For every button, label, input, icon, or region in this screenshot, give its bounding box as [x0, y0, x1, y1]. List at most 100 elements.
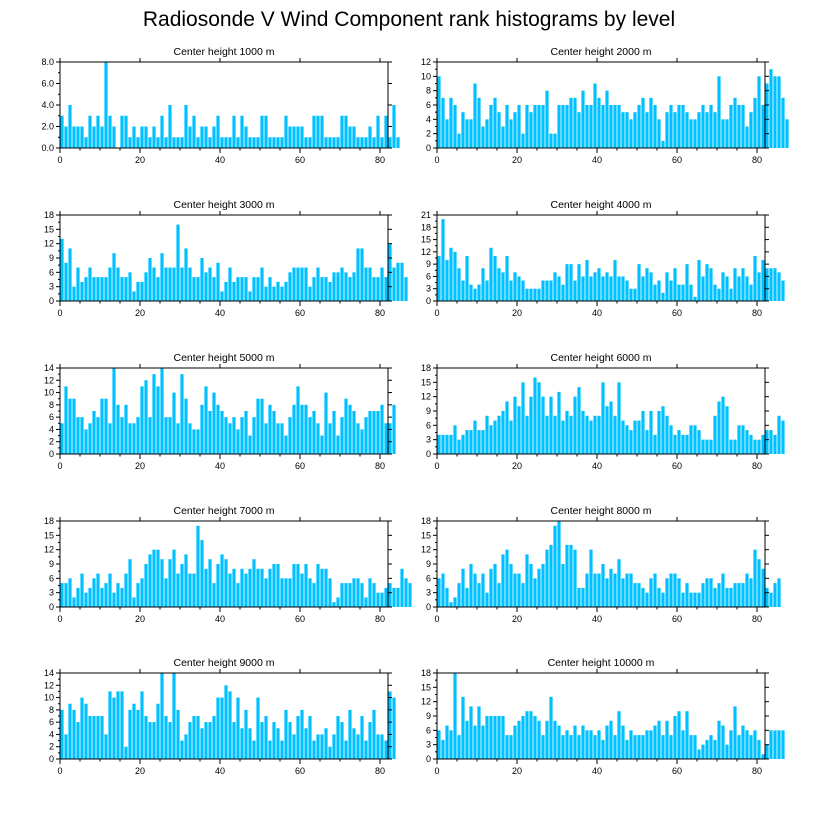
xtick-label-10000m-4: 80: [752, 766, 762, 776]
bar-6000m-74: [733, 439, 737, 454]
bar-10000m-42: [605, 725, 609, 759]
bar-9000m-74: [356, 734, 360, 759]
bar-3000m-70: [340, 267, 344, 301]
bar-7000m-8: [92, 578, 96, 607]
bar-1000m-36: [204, 126, 208, 148]
bar-2000m-4: [453, 105, 457, 148]
bar-2000m-28: [549, 133, 553, 148]
bar-2000m-64: [693, 119, 697, 148]
xtick-label-1000m-3: 60: [295, 155, 305, 165]
bar-3000m-17: [128, 272, 132, 301]
bar-4000m-49: [633, 288, 637, 301]
bar-10000m-66: [701, 744, 705, 759]
bar-2000m-21: [521, 133, 525, 148]
bar-2000m-32: [565, 105, 569, 148]
bar-2000m-16: [501, 126, 505, 148]
bar-9000m-57: [288, 722, 292, 759]
bar-2000m-82: [765, 83, 769, 148]
bar-10000m-51: [641, 735, 645, 759]
bar-3000m-42: [228, 267, 232, 301]
bar-8000m-74: [733, 583, 737, 607]
bar-7000m-77: [368, 578, 372, 607]
bar-6000m-42: [605, 406, 609, 454]
bar-1000m-81: [384, 115, 388, 148]
ytick-label-10000m-5: 15: [421, 682, 431, 692]
bar-2000m-63: [689, 119, 693, 148]
bar-10000m-44: [613, 735, 617, 759]
bar-2000m-10: [477, 97, 481, 148]
bar-8000m-20: [517, 573, 521, 607]
chart-svg-8000m: Center height 8000 m 0 3 6 9 12 15 18 0 20 40 60 80: [421, 505, 781, 624]
bar-4000m-41: [601, 276, 605, 301]
bar-2000m-74: [733, 97, 737, 148]
bar-3000m-18: [132, 291, 136, 301]
bar-3000m-62: [308, 286, 312, 301]
bar-1000m-55: [280, 137, 284, 148]
xtick-label-9000m-4: 80: [375, 766, 385, 776]
chart-main-title: Radiosonde V Wind Component rank histogr…: [142, 8, 676, 31]
bar-8000m-57: [665, 578, 669, 607]
bar-6000m-3: [449, 434, 453, 454]
bar-4000m-40: [597, 268, 601, 301]
bar-5000m-10: [100, 398, 104, 454]
bar-3000m-68: [332, 272, 336, 301]
bar-8000m-18: [509, 564, 513, 607]
bar-7000m-63: [312, 583, 316, 607]
bar-3000m-57: [288, 272, 292, 301]
bar-10000m-11: [481, 725, 485, 759]
panel-title-8000m: Center height 8000 m: [551, 505, 652, 517]
bar-8000m-41: [601, 564, 605, 607]
bar-7000m-67: [328, 578, 332, 607]
bar-8000m-6: [461, 568, 465, 607]
panel-7000m: Center height 7000 m 0 3 6 9 12 15 18 0 20 40 60 80: [44, 503, 412, 624]
bar-4000m-61: [681, 284, 685, 301]
bar-1000m-42: [228, 137, 232, 148]
bar-7000m-76: [364, 597, 368, 607]
bar-3000m-34: [196, 277, 200, 301]
bar-1000m-64: [316, 115, 320, 148]
bar-4000m-64: [693, 296, 697, 301]
bar-5000m-81: [384, 423, 388, 454]
bar-6000m-33: [569, 415, 573, 454]
bar-4000m-67: [705, 264, 709, 301]
bar-5000m-43: [232, 417, 236, 454]
bar-1000m-40: [220, 137, 224, 148]
panel-title-6000m: Center height 6000 m: [551, 352, 652, 364]
bar-8000m-71: [721, 573, 725, 607]
bar-5000m-66: [324, 392, 328, 454]
bar-7000m-31: [184, 554, 188, 607]
bar-6000m-53: [649, 411, 653, 454]
bar-2000m-29: [553, 133, 557, 148]
bar-8000m-56: [661, 592, 665, 607]
bar-4000m-32: [565, 264, 569, 301]
bar-7000m-62: [308, 578, 312, 607]
bar-6000m-0: [437, 434, 441, 454]
bar-4000m-76: [741, 268, 745, 301]
bar-3000m-19: [136, 281, 140, 301]
bar-1000m-52: [268, 137, 272, 148]
bar-3000m-39: [216, 262, 220, 301]
bar-2000m-70: [717, 76, 721, 148]
xtick-label-4000m-0: 0: [434, 308, 439, 318]
bar-9000m-34: [196, 716, 200, 759]
chart-svg-10000m: Center height 10000 m 0 3 6 9 12 15 18 0 20 40 60 80: [421, 657, 785, 776]
bar-4000m-2: [445, 260, 449, 301]
bar-4000m-12: [485, 280, 489, 301]
bar-10000m-76: [741, 725, 745, 759]
bar-7000m-83: [392, 587, 396, 607]
bar-9000m-12: [108, 691, 112, 759]
bar-5000m-9: [96, 417, 100, 454]
bar-7000m-16: [124, 573, 128, 607]
bar-10000m-57: [665, 720, 669, 759]
bar-9000m-46: [244, 709, 248, 759]
ytick-label-7000m-5: 15: [44, 530, 54, 540]
bar-7000m-25: [160, 559, 164, 607]
bar-4000m-85: [777, 272, 781, 301]
bar-10000m-83: [769, 730, 773, 759]
bar-9000m-6: [84, 703, 88, 759]
bar-5000m-69: [336, 435, 340, 454]
bar-9000m-11: [104, 734, 108, 759]
ytick-label-7000m-1: 3: [49, 588, 54, 598]
xtick-label-2000m-1: 20: [512, 155, 522, 165]
bar-1000m-65: [320, 115, 324, 148]
